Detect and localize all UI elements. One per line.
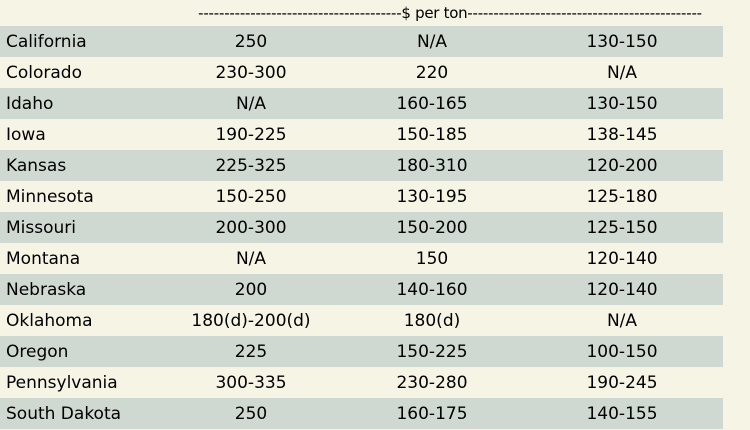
price-cell-col2: 220 bbox=[415, 62, 449, 83]
price-cell-col3: 130-150 bbox=[586, 31, 658, 52]
table-row: Oregon 225 150-225 100-150 bbox=[0, 336, 723, 367]
state-cell: California bbox=[6, 31, 87, 52]
table-row: Oklahoma 180(d)-200(d) 180(d) N/A bbox=[0, 305, 723, 336]
price-cell-col3: 130-150 bbox=[586, 93, 658, 114]
price-cell-col2: 140-160 bbox=[396, 279, 468, 300]
state-cell: Colorado bbox=[6, 62, 82, 83]
price-cell-col1: 250 bbox=[234, 31, 268, 52]
price-cell-col2: 160-175 bbox=[396, 403, 468, 424]
state-cell: Oregon bbox=[6, 341, 69, 362]
price-cell-col3: 120-200 bbox=[586, 155, 658, 176]
price-cell-col2: 160-165 bbox=[396, 93, 468, 114]
price-cell-col1: 190-225 bbox=[215, 124, 287, 145]
state-cell: Minnesota bbox=[6, 186, 94, 207]
price-cell-col2: 150-200 bbox=[396, 217, 468, 238]
price-cell-col2: 150-225 bbox=[396, 341, 468, 362]
price-cell-col1: 180(d)-200(d) bbox=[191, 310, 311, 331]
price-cell-col1: 200-300 bbox=[215, 217, 287, 238]
price-cell-col3: 120-140 bbox=[586, 279, 658, 300]
price-cell-col2: 230-280 bbox=[396, 372, 468, 393]
price-cell-col3: 140-155 bbox=[586, 403, 658, 424]
price-table: California 250 N/A 130-150 Colorado 230-300 22… bbox=[0, 26, 723, 429]
price-cell-col2: 150-185 bbox=[396, 124, 468, 145]
table-row: California 250 N/A 130-150 bbox=[0, 26, 723, 57]
state-cell: Idaho bbox=[6, 93, 54, 114]
state-cell: Missouri bbox=[6, 217, 76, 238]
state-cell: Iowa bbox=[6, 124, 46, 145]
price-cell-col3: 120-140 bbox=[586, 248, 658, 269]
price-cell-col1: 300-335 bbox=[215, 372, 287, 393]
price-cell-col2: 130-195 bbox=[396, 186, 468, 207]
table-header: ---------------------------------------$… bbox=[0, 0, 750, 26]
price-cell-col1: N/A bbox=[235, 93, 267, 114]
table-row: Minnesota 150-250 130-195 125-180 bbox=[0, 181, 723, 212]
price-cell-col1: 200 bbox=[234, 279, 268, 300]
price-cell-col1: 230-300 bbox=[215, 62, 287, 83]
price-cell-col1: 250 bbox=[234, 403, 268, 424]
unit-header-label: ---------------------------------------$… bbox=[180, 0, 720, 26]
table-row: Colorado 230-300 220 N/A bbox=[0, 57, 723, 88]
state-cell: Kansas bbox=[6, 155, 67, 176]
header-unit-text: $ per ton bbox=[401, 4, 468, 22]
price-cell-col3: 190-245 bbox=[586, 372, 658, 393]
table-row: South Dakota 250 160-175 140-155 bbox=[0, 398, 723, 429]
price-cell-col2: 150 bbox=[415, 248, 449, 269]
table-row: Montana N/A 150 120-140 bbox=[0, 243, 723, 274]
table-row: Idaho N/A 160-165 130-150 bbox=[0, 88, 723, 119]
price-cell-col2: 180-310 bbox=[396, 155, 468, 176]
price-cell-col3: 138-145 bbox=[586, 124, 658, 145]
state-cell: Montana bbox=[6, 248, 81, 269]
header-dashes-left: --------------------------------------- bbox=[198, 4, 402, 22]
header-dashes-right: ----------------------------------------… bbox=[467, 4, 702, 22]
table-row: Iowa 190-225 150-185 138-145 bbox=[0, 119, 723, 150]
price-cell-col3: 100-150 bbox=[586, 341, 658, 362]
price-cell-col3: 125-150 bbox=[586, 217, 658, 238]
price-cell-col1: 150-250 bbox=[215, 186, 287, 207]
price-cell-col1: N/A bbox=[235, 248, 267, 269]
price-cell-col3: 125-180 bbox=[586, 186, 658, 207]
price-cell-col1: 225-325 bbox=[215, 155, 287, 176]
table-row: Pennsylvania 300-335 230-280 190-245 bbox=[0, 367, 723, 398]
price-cell-col2: 180(d) bbox=[403, 310, 461, 331]
price-cell-col2: N/A bbox=[416, 31, 448, 52]
state-cell: Nebraska bbox=[6, 279, 87, 300]
state-cell: Oklahoma bbox=[6, 310, 93, 331]
table-row: Nebraska 200 140-160 120-140 bbox=[0, 274, 723, 305]
state-cell: South Dakota bbox=[6, 403, 122, 424]
price-cell-col1: 225 bbox=[234, 341, 268, 362]
state-cell: Pennsylvania bbox=[6, 372, 118, 393]
table-row: Kansas 225-325 180-310 120-200 bbox=[0, 150, 723, 181]
price-cell-col3: N/A bbox=[606, 62, 638, 83]
price-cell-col3: N/A bbox=[606, 310, 638, 331]
table-row: Missouri 200-300 150-200 125-150 bbox=[0, 212, 723, 243]
